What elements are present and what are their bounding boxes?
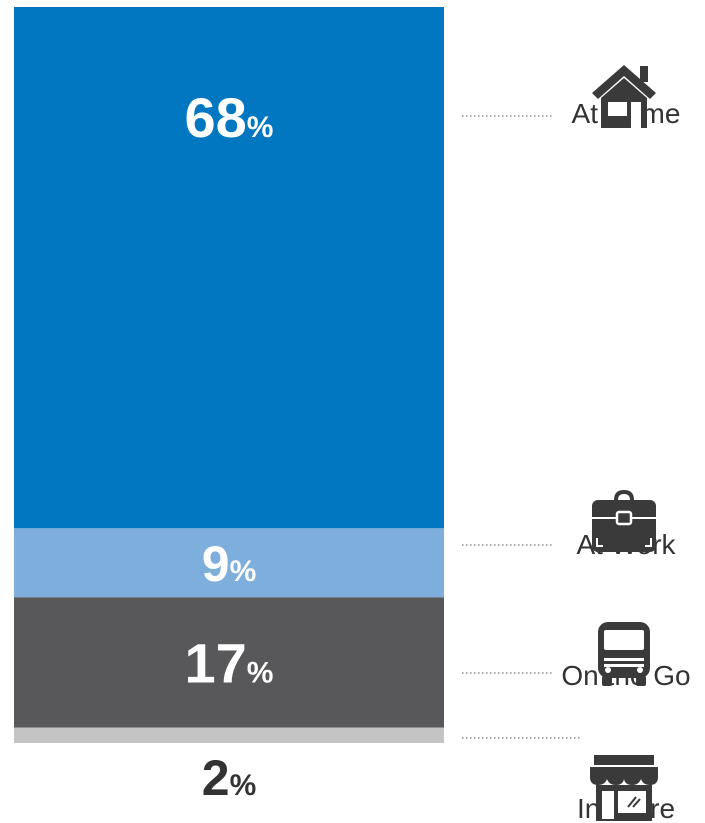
value-label-on-the-go: 17% — [185, 632, 274, 695]
storefront-icon — [590, 755, 658, 821]
bus-icon — [598, 622, 650, 686]
briefcase-icon — [592, 490, 656, 552]
house-icon — [592, 65, 656, 128]
bar-segment-in-store — [14, 727, 444, 743]
value-label-at-home: 68% — [185, 86, 274, 149]
bar-segment-at-work — [14, 528, 444, 598]
value-label-at-work: 9% — [202, 536, 257, 592]
bar-segment-on-the-go — [14, 597, 444, 728]
value-label-in-store: 2% — [202, 750, 257, 806]
bar-segment-at-home — [14, 7, 444, 529]
